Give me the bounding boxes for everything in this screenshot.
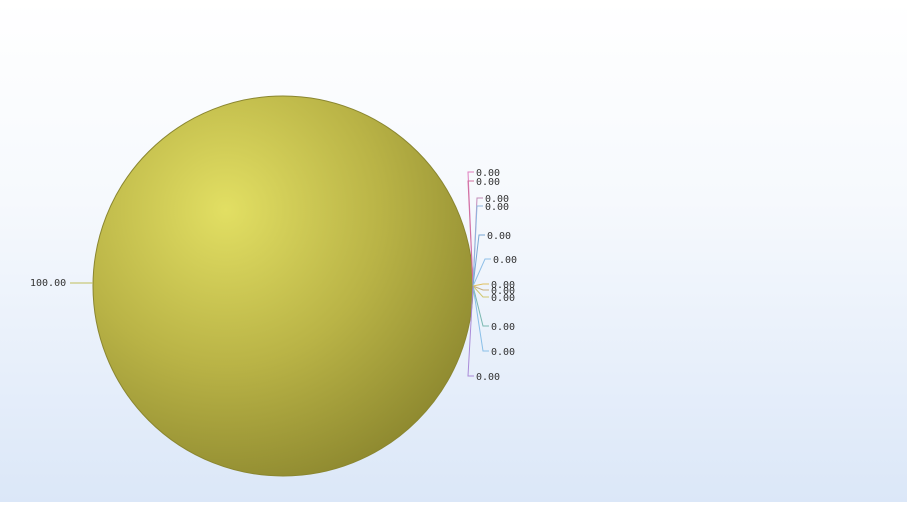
data-label-9: 0.00 — [491, 322, 515, 333]
leader-line-9 — [472, 285, 489, 327]
leader-line-3 — [472, 205, 483, 287]
leader-line-4 — [472, 234, 485, 287]
leader-line-7 — [472, 285, 489, 291]
leader-line-5 — [472, 258, 491, 287]
data-label-11: 0.00 — [476, 372, 500, 383]
data-label-6: 0.00 — [491, 280, 515, 291]
data-label-10: 0.00 — [491, 347, 515, 358]
data-label-0: 0.00 — [476, 168, 500, 179]
leader-line-1 — [467, 180, 474, 287]
data-label-5: 0.00 — [493, 255, 517, 266]
data-label-4: 0.00 — [487, 231, 511, 242]
leader-line-6 — [472, 283, 489, 287]
pie-chart: 100.000.000.000.000.000.000.000.000.000.… — [30, 95, 517, 477]
data-label-2: 0.00 — [485, 194, 509, 205]
data-label-main: 100.00 — [30, 278, 66, 289]
pie-slice-11[interactable] — [92, 95, 474, 477]
leader-line-10 — [472, 285, 489, 352]
data-label-1: 0.00 — [476, 177, 500, 188]
leader-line-11 — [467, 285, 474, 377]
data-label-3: 0.00 — [485, 202, 509, 213]
data-label-7: 0.00 — [491, 286, 515, 297]
data-label-8: 0.00 — [491, 293, 515, 304]
leader-line-8 — [472, 285, 489, 298]
